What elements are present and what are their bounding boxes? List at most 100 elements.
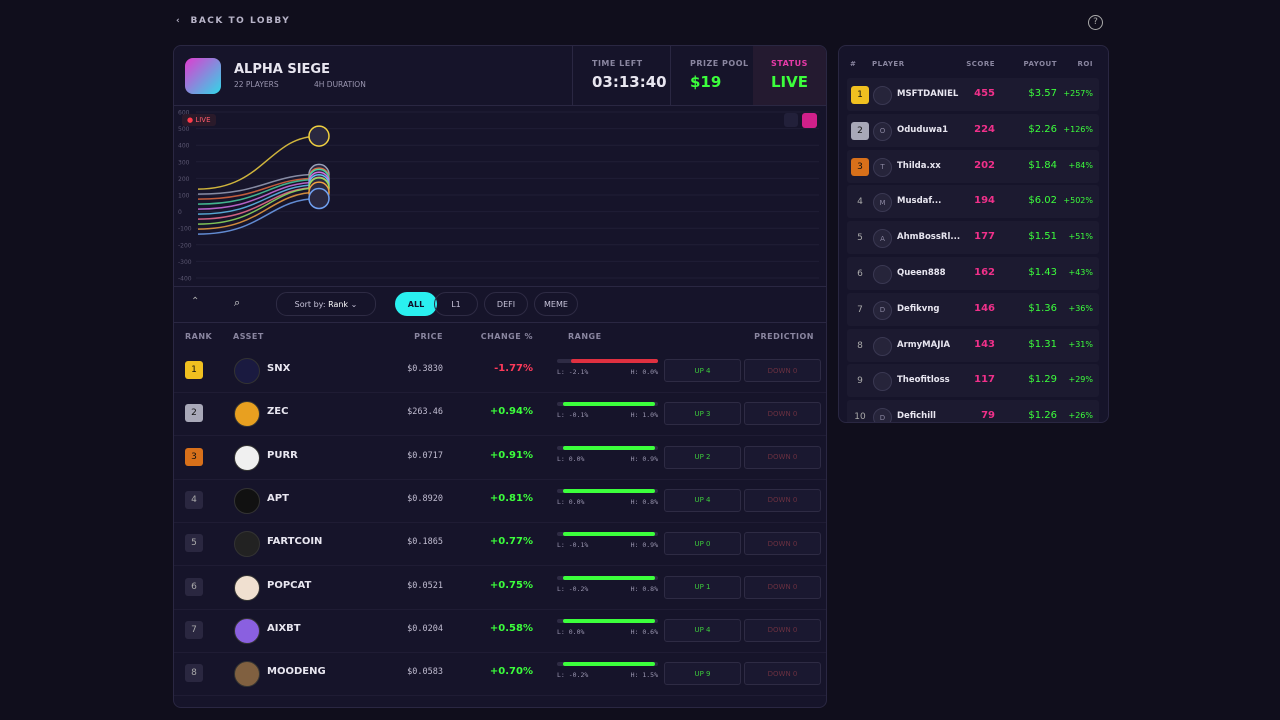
asset-row: 8 MOODENG $0.0583 +0.70% L: -0.2% H: 1.5% UP 9… (174, 652, 826, 697)
back-link[interactable]: ‹ BACK TO LOBBY (176, 16, 290, 26)
down-button[interactable]: DOWN 0 (744, 488, 821, 512)
up-button[interactable]: UP 3 (664, 402, 741, 426)
rank-badge: 8 (185, 664, 203, 683)
leaderboard-row: 6 Queen888 162 $1.43 +43% (847, 257, 1099, 290)
status-box: STATUS LIVE (753, 46, 826, 105)
column-header: CHANGE % (480, 332, 533, 341)
score-line (197, 177, 320, 200)
up-button[interactable]: UP 0 (664, 532, 741, 556)
up-button[interactable]: UP 4 (664, 359, 741, 382)
up-button[interactable]: UP 9 (664, 662, 741, 686)
column-header: ASSET (233, 332, 264, 341)
rank-badge: 6 (857, 269, 863, 279)
range-high: H: 1.0% (630, 411, 658, 420)
rank-badge: 1 (185, 361, 203, 379)
leaderboard-row: 10 D Defichill 79 $1.26 +26% (847, 400, 1099, 422)
down-button[interactable]: DOWN 0 (744, 359, 821, 382)
game-players: 22 PLAYERS (234, 80, 279, 89)
change: +0.77% (489, 536, 533, 548)
rank-badge: 7 (857, 304, 863, 315)
game-title: ALPHA SIEGE (234, 62, 330, 77)
up-button[interactable]: UP 4 (664, 488, 741, 512)
score: 194 (974, 195, 995, 207)
price: $0.0521 (407, 580, 443, 591)
roi: +502% (1063, 196, 1093, 206)
rank-badge: 9 (857, 376, 863, 387)
asset-icon (234, 574, 260, 601)
status-label: STATUS (771, 59, 808, 68)
range-fill (563, 575, 655, 580)
player-name: Defichill (897, 411, 936, 422)
y-tick-label: 600 (178, 110, 190, 117)
y-tick-label: -200 (178, 242, 192, 249)
sort-select[interactable]: Sort by: Rank ⌄ (276, 292, 376, 316)
stats: TIME LEFT 03:13:40 PRIZE POOL $19 STATUS… (572, 46, 826, 105)
asset-icon (234, 661, 260, 688)
range-low: L: 0.0% (557, 627, 585, 636)
filter-tab[interactable]: L1 (434, 292, 478, 316)
filter-tab[interactable]: MEME (534, 292, 578, 316)
game-panel: ALPHA SIEGE 22 PLAYERS 4H DURATION TIME … (173, 45, 827, 708)
up-button[interactable]: UP 1 (664, 575, 741, 599)
asset-name: AIXBT (267, 622, 301, 634)
score-line (197, 191, 320, 230)
asset-name: POPCAT (267, 579, 312, 591)
search-button[interactable]: ⌕ (234, 296, 241, 309)
payout: $1.31 (1028, 338, 1057, 350)
range-low: L: -0.2% (557, 584, 589, 593)
roi: +84% (1068, 160, 1093, 170)
price: $0.3830 (407, 364, 443, 374)
leaderboard-row: 1 MSFTDANIEL 455 $3.57 +257% (847, 78, 1099, 111)
leaderboard-row: 9 Theofitloss 117 $1.29 +29% (847, 364, 1099, 398)
race-chart: 600 500 400 300 200 100 0 -100 -200 -300 -400 (178, 110, 819, 283)
avatar (873, 372, 892, 392)
score-line (197, 187, 320, 225)
roi: +257% (1063, 89, 1093, 98)
roi: +126% (1063, 124, 1093, 134)
asset-name: MOODENG (267, 666, 326, 678)
avatar (873, 336, 892, 356)
up-button[interactable]: UP 4 (664, 618, 741, 642)
range-high: H: 0.0% (630, 368, 658, 376)
y-tick-label: -300 (178, 259, 192, 266)
range-fill (563, 488, 655, 493)
filter-tab[interactable]: DEFI (484, 292, 528, 316)
range-high: H: 0.9% (630, 541, 658, 550)
player-marker (308, 125, 330, 147)
up-button[interactable]: UP 2 (664, 445, 741, 469)
trend-button[interactable] (784, 113, 798, 127)
price: $0.8920 (407, 493, 443, 504)
score: 143 (974, 338, 995, 350)
rank-badge: 5 (857, 233, 863, 244)
asset-name: ZEC (267, 406, 289, 418)
down-button[interactable]: DOWN 0 (744, 575, 821, 599)
back-arrow: ‹ (176, 16, 191, 26)
asset-icon (234, 444, 260, 471)
payout: $1.51 (1028, 231, 1057, 243)
help-button[interactable]: ? (1088, 15, 1103, 30)
price: $0.0583 (407, 667, 443, 678)
divider (174, 286, 826, 287)
down-button[interactable]: DOWN 0 (744, 532, 821, 556)
column-header: PAYOUT (1023, 60, 1057, 68)
roi: +43% (1068, 268, 1093, 277)
leaderboard-row: 8 ArmyMAJIA 143 $1.31 +31% (847, 328, 1099, 362)
asset-icon (234, 401, 260, 428)
payout: $2.26 (1028, 123, 1057, 135)
trophy-button[interactable] (802, 113, 817, 128)
down-button[interactable]: DOWN 0 (744, 445, 821, 469)
y-tick-label: 200 (178, 176, 190, 183)
down-button[interactable]: DOWN 0 (744, 662, 821, 686)
range-fill (563, 445, 655, 450)
payout: $1.84 (1028, 159, 1057, 171)
down-button[interactable]: DOWN 0 (744, 618, 821, 642)
range-high: H: 0.8% (630, 584, 658, 593)
filter-tab[interactable]: ALL (395, 292, 437, 316)
price: $0.0717 (407, 450, 443, 461)
rank-badge: 6 (185, 577, 203, 596)
down-button[interactable]: DOWN 0 (744, 402, 821, 426)
collapse-button[interactable]: ⌃ (191, 296, 200, 307)
asset-icon (234, 531, 260, 558)
